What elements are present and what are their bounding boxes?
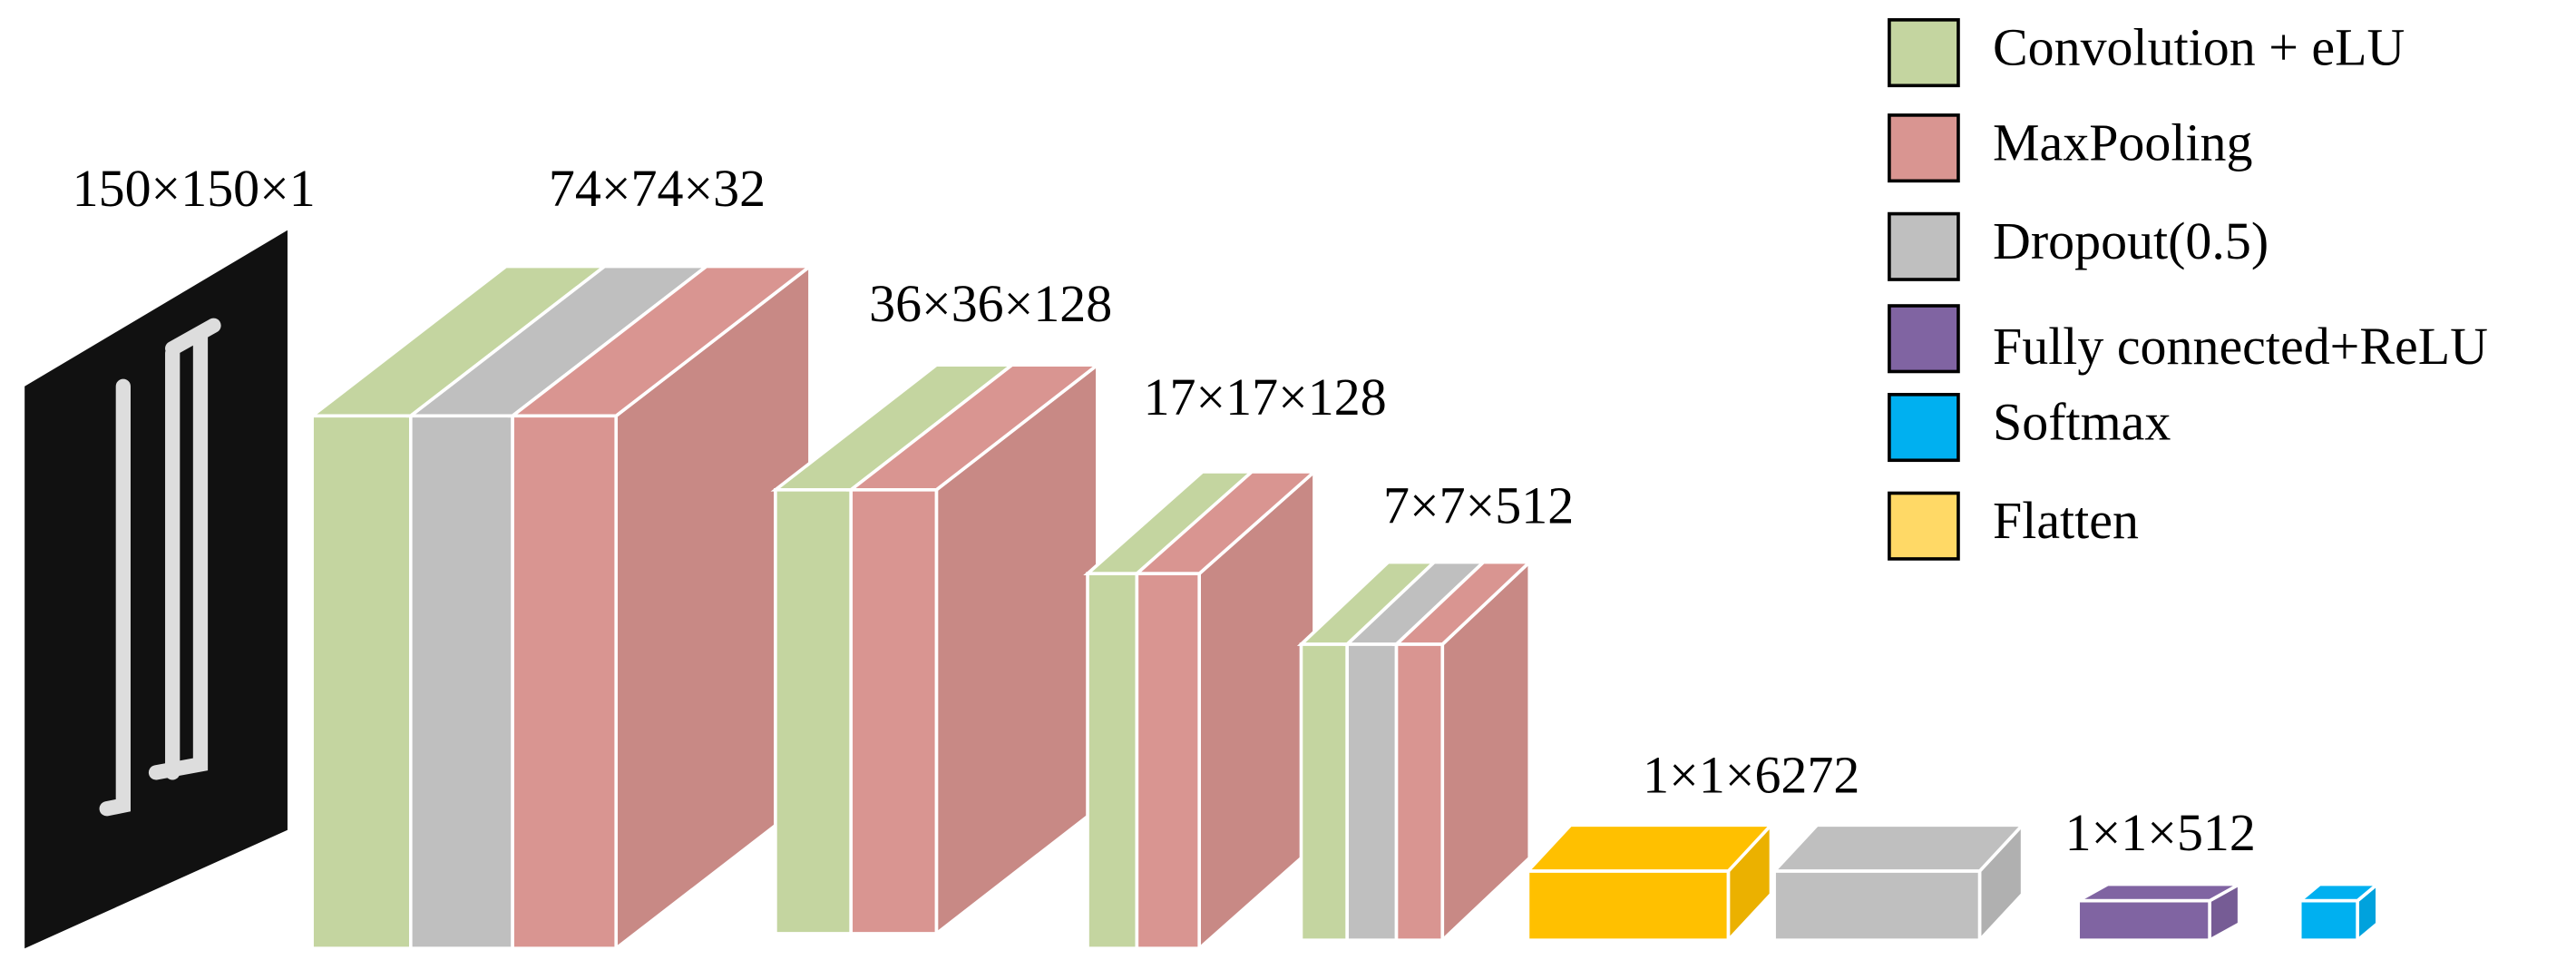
- legend-label: Dropout(0.5): [1993, 211, 2269, 270]
- layer-size: 7×7×512: [1383, 476, 1574, 535]
- block-face: [2076, 898, 2211, 942]
- layer-size: 74×74×32: [549, 159, 766, 218]
- layer-block: [2072, 881, 2246, 944]
- legend-label: MaxPooling: [1993, 113, 2253, 171]
- legend-swatch: [1888, 393, 1960, 463]
- legend-label: Softmax: [1993, 392, 2171, 451]
- block-face: [1086, 572, 1139, 951]
- legend-label: Convolution + eLU: [1993, 17, 2405, 76]
- legend-swatch: [1888, 211, 1960, 281]
- legend-label: Fully connected+ReLU: [1993, 317, 2488, 376]
- layer-block: [1524, 820, 1775, 945]
- legend-label: Flatten: [1993, 491, 2139, 550]
- block-face: [2072, 882, 2246, 903]
- layer-size: 1×1×6272: [1643, 746, 1859, 805]
- layer-block: [1770, 820, 2026, 945]
- layer-block: [1083, 467, 1319, 953]
- layer-size: 150×150×1: [73, 159, 316, 218]
- block-face: [1526, 869, 1731, 942]
- block-face: [849, 488, 939, 936]
- block-face: [1345, 642, 1399, 942]
- block-face: [1524, 823, 1775, 873]
- layer-size: 36×36×128: [869, 274, 1112, 333]
- legend-swatch: [1888, 304, 1960, 374]
- legend-swatch: [1888, 18, 1960, 88]
- block-face: [1770, 823, 2026, 873]
- input-image: [24, 230, 288, 949]
- legend: Convolution + eLU MaxPooling Dropout(0.5…: [1888, 17, 2488, 561]
- layer-size: 17×17×128: [1144, 367, 1387, 426]
- block-face: [511, 414, 619, 951]
- layer-block: [1296, 558, 1534, 945]
- block-face: [774, 488, 854, 936]
- layer-blocks: [307, 262, 2382, 953]
- layer-block: [2295, 880, 2382, 945]
- block-face: [1135, 572, 1202, 951]
- block-face: [1772, 869, 1982, 942]
- legend-swatch: [1888, 491, 1960, 561]
- block-face: [2298, 898, 2359, 942]
- block-face: [408, 414, 514, 951]
- block-face: [310, 414, 413, 951]
- layer-size: 1×1×512: [2065, 803, 2256, 862]
- layer-block: [307, 262, 815, 952]
- block-face: [1394, 642, 1445, 942]
- layer-block: [770, 361, 1103, 937]
- legend-swatch: [1888, 113, 1960, 183]
- block-face: [1299, 642, 1350, 942]
